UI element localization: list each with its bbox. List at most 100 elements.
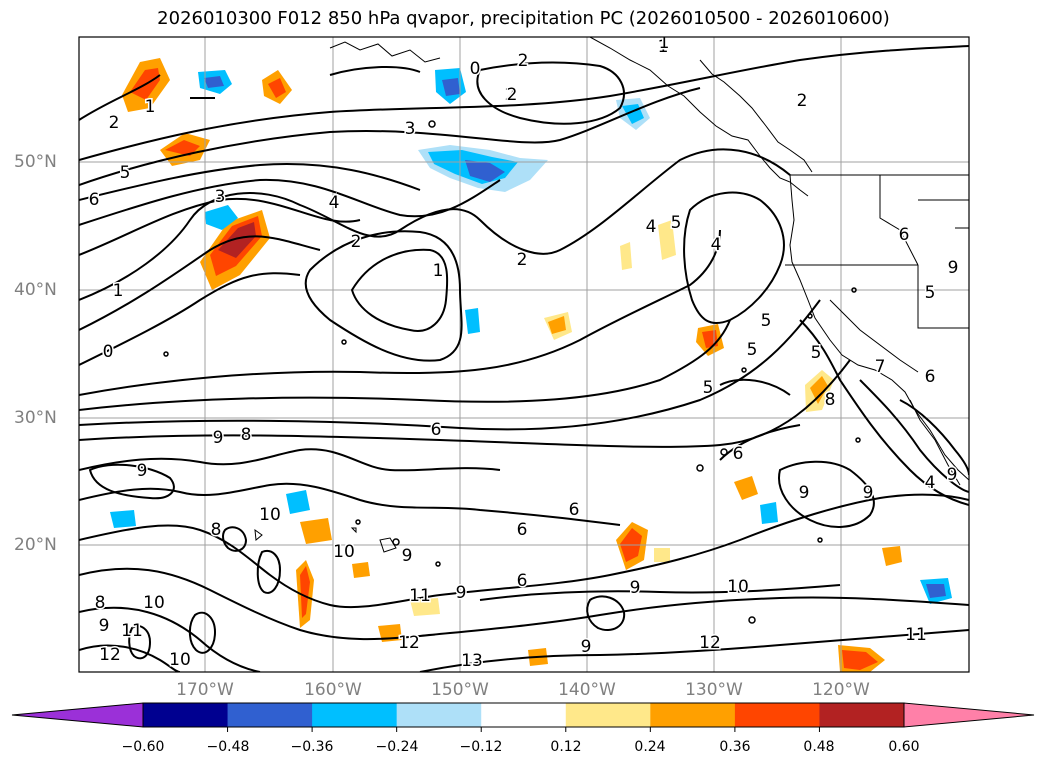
precip-patch (465, 160, 505, 182)
contour-label: 6 (517, 571, 528, 591)
contour-label: 4 (925, 473, 936, 493)
colorbar-max-arrow (903, 702, 1035, 728)
lon-label: 140°W (558, 680, 616, 700)
contour-label: 5 (925, 283, 936, 303)
contour-label: 9 (581, 637, 592, 657)
precip-patch (926, 584, 946, 598)
map-title: 2026010300 F012 850 hPa qvapor, precipit… (157, 8, 890, 29)
contour-label: 9 (863, 483, 874, 503)
precip-patch (268, 78, 286, 98)
colorbar-segment (143, 703, 229, 727)
contour-label: 10 (333, 542, 355, 562)
contour-label: 8 (825, 390, 836, 410)
contour-label: 9 (948, 258, 959, 278)
contour-label: 4 (646, 217, 657, 237)
contour-label: 5 (703, 378, 714, 398)
precip-patch (218, 222, 256, 258)
colorbar-segment (312, 703, 398, 727)
lon-label: 160°W (304, 680, 362, 700)
contour-label: 9 (799, 483, 810, 503)
contour-label: 6 (89, 190, 100, 210)
precip-patch (300, 518, 332, 544)
contour-label: 3 (405, 119, 416, 139)
contour-label: 10 (143, 593, 165, 613)
colorbar-tick-label: 0.24 (634, 739, 666, 755)
contour-label: 5 (811, 343, 822, 363)
precip-patch (465, 308, 480, 334)
precip-patch (352, 562, 370, 578)
contour-label: 9 (99, 616, 110, 636)
colorbar-segment (481, 703, 567, 727)
contour-label: 9 (213, 428, 224, 448)
contour-label: 2 (351, 232, 362, 252)
contour-label: 8 (211, 520, 222, 540)
colorbar (11, 702, 1035, 732)
colorbar-tick-label: 0.12 (550, 739, 582, 755)
contour-label: 0 (103, 342, 114, 362)
colorbar-segment (227, 703, 313, 727)
contour-lines (79, 45, 969, 672)
colorbar-tick-label: −0.12 (459, 739, 503, 755)
precip-patch (760, 502, 778, 524)
precip-patch (620, 242, 632, 270)
precip-patch (810, 376, 828, 404)
precip-patch (204, 76, 224, 88)
contour-label: 1 (433, 261, 444, 281)
contour-label: 8 (95, 593, 106, 613)
contour-label: 4 (329, 193, 340, 213)
contour-label: 9 (456, 583, 467, 603)
precip-patch (658, 220, 676, 260)
contour-label: 0 (470, 59, 481, 79)
contour-label: 2 (109, 113, 120, 133)
contour-label: 10 (259, 505, 281, 525)
contour-label: 6 (899, 225, 910, 245)
contour-label: 10 (727, 577, 749, 597)
precip-patch (165, 140, 200, 156)
contour-label: 2 (507, 85, 518, 105)
colorbar-tick-label: 0.48 (803, 739, 835, 755)
contour-label: 11 (905, 625, 927, 645)
colorbar-tick-label: −0.60 (121, 739, 165, 755)
precip-patch (110, 510, 136, 528)
colorbar-tick-label: −0.48 (206, 739, 250, 755)
contour-label: 9 (630, 578, 641, 598)
precip-patch (442, 78, 460, 96)
contour-label: 10 (169, 650, 191, 670)
lat-label: 40°N (14, 280, 57, 300)
colorbar-segment (396, 703, 482, 727)
colorbar-segment (734, 703, 820, 727)
contour-label: 11 (409, 586, 431, 606)
precip-patch (286, 490, 310, 514)
precip-patch (548, 316, 566, 334)
colorbar-tick-label: −0.24 (375, 739, 419, 755)
contour-label: 2 (505, 85, 516, 105)
contour-label: 7 (875, 357, 886, 377)
contour-label: 1 (145, 97, 156, 117)
contour-label: 5 (671, 213, 682, 233)
precip-patch (300, 566, 310, 618)
lon-label: 170°W (176, 680, 234, 700)
lon-label: 130°W (685, 680, 743, 700)
small-contours (163, 120, 861, 624)
contour-label: 2 (797, 91, 808, 111)
lat-label: 20°N (14, 535, 57, 555)
contour-label: 5 (747, 340, 758, 360)
contour-label: 1 (113, 281, 124, 301)
contour-label: 1 (659, 33, 670, 53)
contour-label: 12 (699, 633, 721, 653)
contour-label: 12 (398, 633, 420, 653)
precip-patch (882, 546, 902, 566)
colorbar-tick-label: 0.60 (888, 739, 920, 755)
contour-label: 6 (431, 420, 442, 440)
contour-label: 6 (925, 367, 936, 387)
contour-label: 11 (121, 621, 143, 641)
contour-label: 2 (108, 113, 119, 133)
contour-label: 4 (711, 235, 722, 255)
lat-label: 30°N (14, 408, 57, 428)
contour-label: 9 (137, 461, 148, 481)
contour-label: 5 (120, 163, 131, 183)
lat-label: 50°N (14, 152, 57, 172)
colorbar-tick-label: −0.36 (290, 739, 334, 755)
plot-frame (78, 36, 970, 673)
